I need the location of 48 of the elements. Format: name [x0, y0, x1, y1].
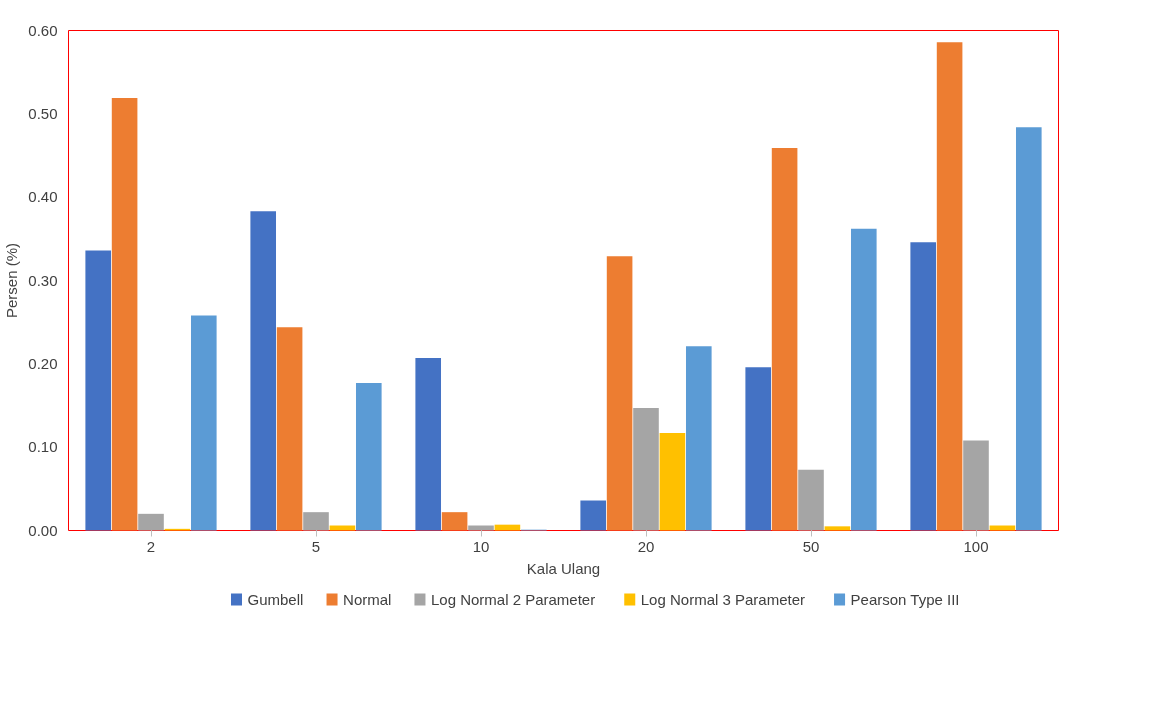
bar — [989, 525, 1016, 531]
bar — [580, 500, 606, 531]
bar — [468, 525, 494, 531]
bar — [441, 512, 468, 531]
x-tick-label: 20 — [637, 537, 655, 555]
legend-label: Gumbell — [247, 591, 304, 608]
bar — [659, 433, 686, 531]
bar — [936, 42, 963, 531]
y-tick-label: 0.50 — [28, 104, 58, 122]
bar — [85, 250, 111, 531]
x-axis-title: Kala Ulang — [526, 559, 601, 577]
y-tick-label: 0.30 — [28, 271, 58, 289]
y-axis-title: Persen (%) — [3, 242, 21, 319]
y-tick-label: 0.00 — [28, 521, 58, 539]
legend-label: Log Normal 2 Parameter — [430, 591, 596, 608]
bar — [356, 383, 382, 531]
bar — [910, 242, 936, 531]
legend-label: Normal — [343, 591, 392, 608]
bar — [606, 256, 633, 531]
bar — [494, 524, 521, 531]
legend-label: Log Normal 3 Parameter — [640, 591, 806, 608]
y-tick-label: 0.40 — [28, 188, 58, 206]
bar — [686, 346, 712, 531]
y-tick-label: 0.60 — [28, 21, 58, 39]
bar — [824, 526, 851, 531]
bar — [771, 148, 798, 531]
bar — [111, 98, 138, 531]
bar — [963, 440, 989, 531]
bar — [745, 367, 771, 531]
bar — [250, 211, 276, 531]
bar — [329, 525, 356, 531]
y-tick-label: 0.10 — [28, 438, 58, 456]
x-tick-label: 5 — [311, 537, 321, 555]
bar — [138, 513, 164, 531]
x-tick-label: 10 — [472, 537, 490, 555]
x-tick-label: 100 — [963, 537, 989, 555]
bar — [276, 327, 303, 531]
x-tick-label: 50 — [802, 537, 820, 555]
bar — [191, 315, 217, 531]
bar — [633, 408, 659, 531]
x-tick-label: 2 — [146, 537, 156, 555]
y-tick-label: 0.20 — [28, 354, 58, 372]
bar — [415, 358, 441, 531]
bar — [851, 228, 877, 531]
legend-label: Pearson Type III — [850, 591, 960, 608]
bar — [303, 512, 329, 531]
bar — [1016, 127, 1042, 531]
bar — [798, 469, 824, 531]
